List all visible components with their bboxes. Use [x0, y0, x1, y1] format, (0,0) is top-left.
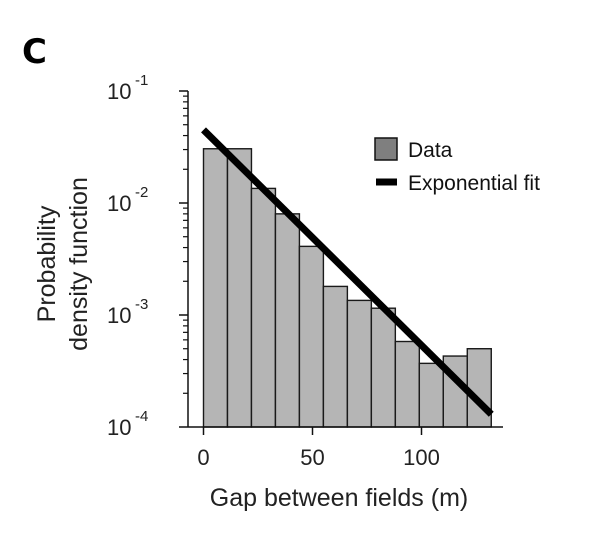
y-tick-label-base: 10 [107, 191, 131, 216]
y-tick-label-exponent: -4 [135, 408, 148, 425]
y-axis-title-line2: density function [65, 177, 93, 351]
histogram-bar [370, 307, 397, 428]
axes-group [187, 91, 503, 428]
y-tick-label-exponent: -2 [135, 184, 148, 201]
legend-data-swatch [374, 137, 398, 161]
histogram-bar [298, 245, 325, 428]
y-tick-label-base: 10 [107, 415, 131, 440]
ticks-group: 10 -110 -210 -310 -40 50 100 [107, 72, 440, 470]
fit-group [201, 127, 494, 417]
y-tick-label-exponent: -3 [135, 296, 148, 313]
histogram-bar [322, 285, 349, 428]
x-tick-label: 50 [300, 445, 324, 470]
exponential-fit-line [201, 127, 494, 417]
histogram-bar [202, 148, 229, 428]
legend-data-label: Data [408, 139, 453, 162]
x-tick-label: 100 [403, 445, 440, 470]
histogram-bar [418, 362, 445, 428]
legend-fit-label: Exponential fit [408, 172, 540, 195]
legend: Data Exponential fit [374, 137, 540, 195]
histogram-bar [250, 187, 277, 428]
histogram-bar [274, 213, 301, 428]
histogram-bar [226, 148, 253, 428]
histogram-bar [394, 340, 421, 428]
y-tick-label-base: 10 [107, 303, 131, 328]
panel-label: C [22, 32, 47, 72]
x-axis-title: Gap between fields (m) [210, 484, 468, 512]
y-tick-label-base: 10 [107, 79, 131, 104]
y-tick-label-exponent: -1 [135, 72, 148, 89]
y-axis-title-line1: Probability [33, 205, 61, 322]
histogram-bar [346, 299, 373, 428]
x-tick-label: 0 [197, 445, 209, 470]
